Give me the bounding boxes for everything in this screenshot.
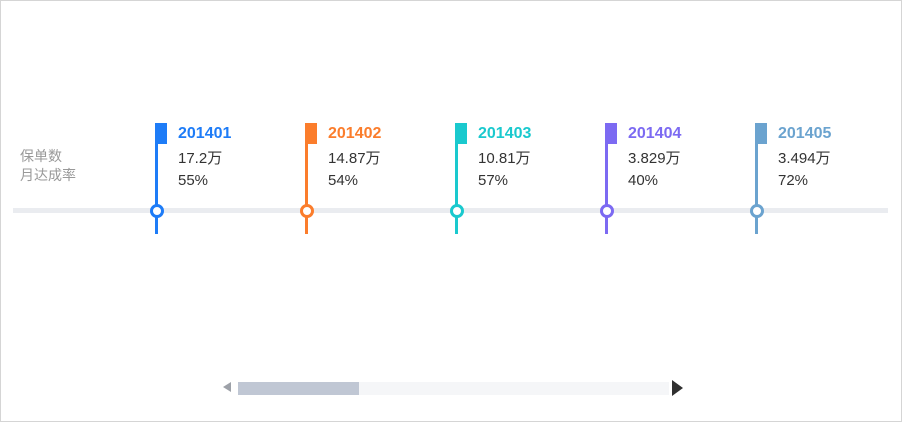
- policy-count-value: 17.2万: [178, 150, 223, 167]
- achievement-rate-value: 40%: [628, 172, 659, 189]
- timeline-item-texts: 201405 3.494万 72%: [778, 124, 831, 190]
- achievement-rate-value: 55%: [178, 172, 209, 189]
- timeline-item-texts: 201401 17.2万 55%: [178, 124, 231, 190]
- timeline-item-texts: 201403 10.81万 57%: [478, 124, 531, 190]
- month-label: 201403: [478, 125, 532, 142]
- timeline-item: 201405 3.494万 72%: [750, 123, 895, 237]
- scrollbar-thumb[interactable]: [238, 382, 359, 395]
- timeline-marker-dot[interactable]: [750, 204, 764, 218]
- timeline-stem: [305, 124, 308, 234]
- scrollbar-right-arrow-icon[interactable]: [672, 380, 683, 396]
- timeline-flag: [455, 123, 467, 144]
- achievement-rate-value: 72%: [778, 172, 809, 189]
- row-label-policy-count: 保单数: [20, 148, 62, 164]
- policy-count-value: 3.494万: [778, 150, 831, 167]
- month-label: 201404: [628, 125, 682, 142]
- timeline-item: 201403 10.81万 57%: [450, 123, 595, 237]
- timeline-stem: [755, 124, 758, 234]
- scrollbar-left-arrow-icon[interactable]: [223, 382, 231, 392]
- achievement-rate-value: 54%: [328, 172, 359, 189]
- timeline-stem: [155, 124, 158, 234]
- policy-count-value: 14.87万: [328, 150, 381, 167]
- timeline-stem: [455, 124, 458, 234]
- policy-count-value: 10.81万: [478, 150, 531, 167]
- timeline-marker-dot[interactable]: [150, 204, 164, 218]
- timeline-stem: [605, 124, 608, 234]
- timeline-flag: [305, 123, 317, 144]
- timeline-item-texts: 201402 14.87万 54%: [328, 124, 381, 190]
- timeline-flag: [605, 123, 617, 144]
- policy-count-value: 3.829万: [628, 150, 681, 167]
- achievement-rate-value: 57%: [478, 172, 509, 189]
- month-label: 201402: [328, 125, 382, 142]
- timeline-marker-dot[interactable]: [600, 204, 614, 218]
- scrollbar-track[interactable]: [238, 382, 669, 395]
- timeline-marker-dot[interactable]: [450, 204, 464, 218]
- month-label: 201405: [778, 125, 832, 142]
- timeline-flag: [155, 123, 167, 144]
- timeline-item: 201402 14.87万 54%: [300, 123, 445, 237]
- timeline-item: 201401 17.2万 55%: [150, 123, 295, 237]
- timeline-flag: [755, 123, 767, 144]
- timeline-marker-dot[interactable]: [300, 204, 314, 218]
- month-label: 201401: [178, 125, 232, 142]
- timeline-item: 201404 3.829万 40%: [600, 123, 745, 237]
- timeline-item-texts: 201404 3.829万 40%: [628, 124, 681, 190]
- row-label-achievement-rate: 月达成率: [20, 167, 76, 183]
